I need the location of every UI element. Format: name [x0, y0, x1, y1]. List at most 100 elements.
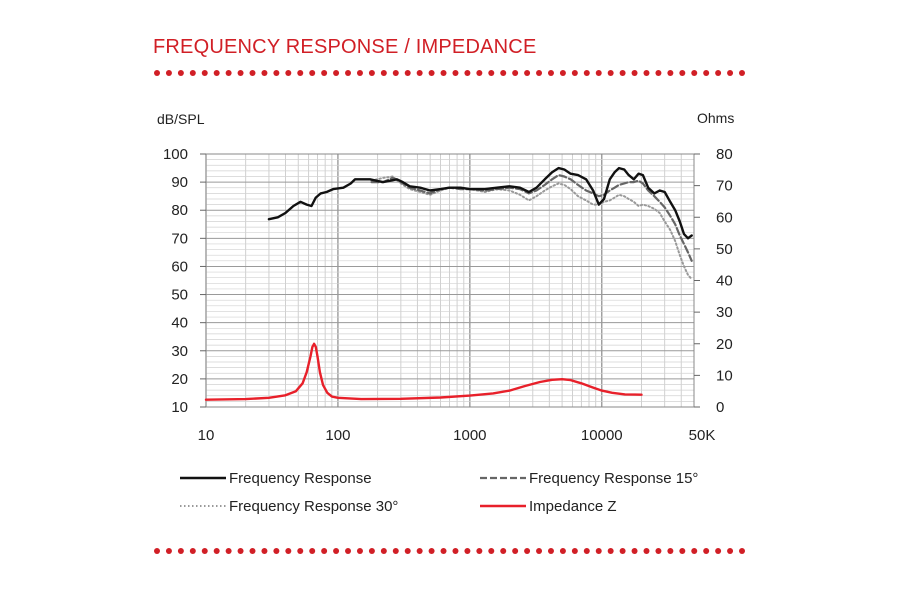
x-tick-label: 50K	[689, 427, 716, 444]
divider-dot	[464, 548, 471, 554]
divider-dot	[524, 70, 531, 76]
chart-axes: 1020304050607080901000102030405060708010…	[157, 110, 734, 444]
divider-dot	[165, 70, 172, 76]
y-left-tick-label: 10	[171, 399, 188, 416]
divider-dot	[536, 70, 543, 76]
y-left-tick-label: 50	[171, 287, 188, 304]
divider-dot	[356, 548, 363, 554]
divider-dot	[452, 70, 459, 76]
divider-dot	[392, 70, 399, 76]
divider-dot	[333, 70, 340, 76]
page-title: FREQUENCY RESPONSE / IMPEDANCE	[153, 36, 537, 58]
y-left-tick-label: 80	[171, 202, 188, 219]
y-left-tick-label: 40	[171, 315, 188, 332]
series-line-frequency-response	[267, 166, 693, 240]
legend-label: Frequency Response	[229, 470, 372, 487]
divider-dot	[715, 548, 722, 554]
divider-dot	[297, 70, 304, 76]
divider-dot	[488, 70, 495, 76]
divider-dot	[691, 70, 698, 76]
y-right-tick-label: 70	[716, 178, 733, 195]
divider-dot	[512, 70, 519, 76]
divider-dot	[309, 70, 316, 76]
divider-dot	[213, 548, 220, 554]
y-left-tick-label: 90	[171, 174, 188, 191]
legend-label: Frequency Response 30°	[229, 498, 398, 515]
chart-series	[204, 166, 693, 401]
divider-dot	[739, 70, 745, 76]
divider-dot	[655, 70, 662, 76]
divider-dot	[237, 548, 244, 554]
divider-dot	[213, 70, 220, 76]
legend-label: Frequency Response 15°	[529, 470, 698, 487]
divider-dot	[452, 548, 459, 554]
chart-legend: Frequency Response Frequency Response 15°…	[180, 470, 698, 515]
y-right-tick-label: 60	[716, 209, 733, 226]
divider-dot	[667, 548, 674, 554]
divider-dot	[285, 70, 292, 76]
divider-dot	[547, 548, 554, 554]
divider-dot	[739, 548, 745, 554]
legend-label: Impedance Z	[529, 498, 617, 515]
chart-grid	[205, 153, 695, 408]
divider-dot	[154, 548, 160, 554]
divider-dot	[440, 70, 447, 76]
divider-dot	[333, 548, 340, 554]
divider-dot	[345, 548, 352, 554]
divider-dot	[643, 70, 650, 76]
y-left-tick-label: 100	[163, 146, 188, 163]
divider-dot	[727, 70, 734, 76]
divider-dot	[643, 548, 650, 554]
y-right-axis-label: Ohms	[697, 110, 734, 126]
divider-dot	[249, 548, 256, 554]
divider-dot	[249, 70, 256, 76]
x-tick-label: 100	[325, 427, 350, 444]
divider-dot	[679, 548, 686, 554]
divider-dot	[655, 548, 662, 554]
divider-dot	[488, 548, 495, 554]
divider-dot	[285, 548, 292, 554]
y-right-tick-label: 30	[716, 304, 733, 321]
series-line-impedance-z	[204, 342, 643, 401]
divider-dot	[321, 548, 328, 554]
divider-dot	[356, 70, 363, 76]
y-left-tick-label: 60	[171, 258, 188, 275]
divider-dot	[225, 70, 232, 76]
divider-dot	[595, 70, 602, 76]
divider-dot	[416, 70, 423, 76]
divider-dot	[440, 548, 447, 554]
divider-dot	[715, 70, 722, 76]
divider-dot	[703, 548, 710, 554]
divider-dot	[727, 548, 734, 554]
divider-dot	[631, 548, 638, 554]
divider-dot	[345, 70, 352, 76]
plot-frame	[205, 153, 695, 408]
divider-dot	[177, 70, 184, 76]
divider-dot	[404, 70, 411, 76]
divider-dot	[273, 548, 280, 554]
y-left-tick-label: 20	[171, 371, 188, 388]
divider-dot	[261, 548, 268, 554]
divider-dot	[536, 548, 543, 554]
divider-dot	[392, 548, 399, 554]
divider-dot	[619, 548, 626, 554]
divider-dot	[464, 70, 471, 76]
divider-dot	[380, 70, 387, 76]
y-left-tick-label: 70	[171, 230, 188, 247]
divider-dot	[571, 70, 578, 76]
divider-dot	[404, 548, 411, 554]
divider-dot	[607, 548, 614, 554]
divider-dot	[500, 70, 507, 76]
divider-dot	[189, 70, 196, 76]
divider-dot	[201, 70, 208, 76]
x-tick-label: 10	[198, 427, 215, 444]
divider-dot	[583, 548, 590, 554]
divider-dot	[559, 548, 566, 554]
divider-dot	[595, 548, 602, 554]
divider-dot	[309, 548, 316, 554]
y-right-tick-label: 0	[716, 399, 724, 416]
divider-dot	[380, 548, 387, 554]
divider-dot	[154, 70, 160, 76]
y-left-tick-label: 30	[171, 343, 188, 360]
divider-dot	[261, 70, 268, 76]
